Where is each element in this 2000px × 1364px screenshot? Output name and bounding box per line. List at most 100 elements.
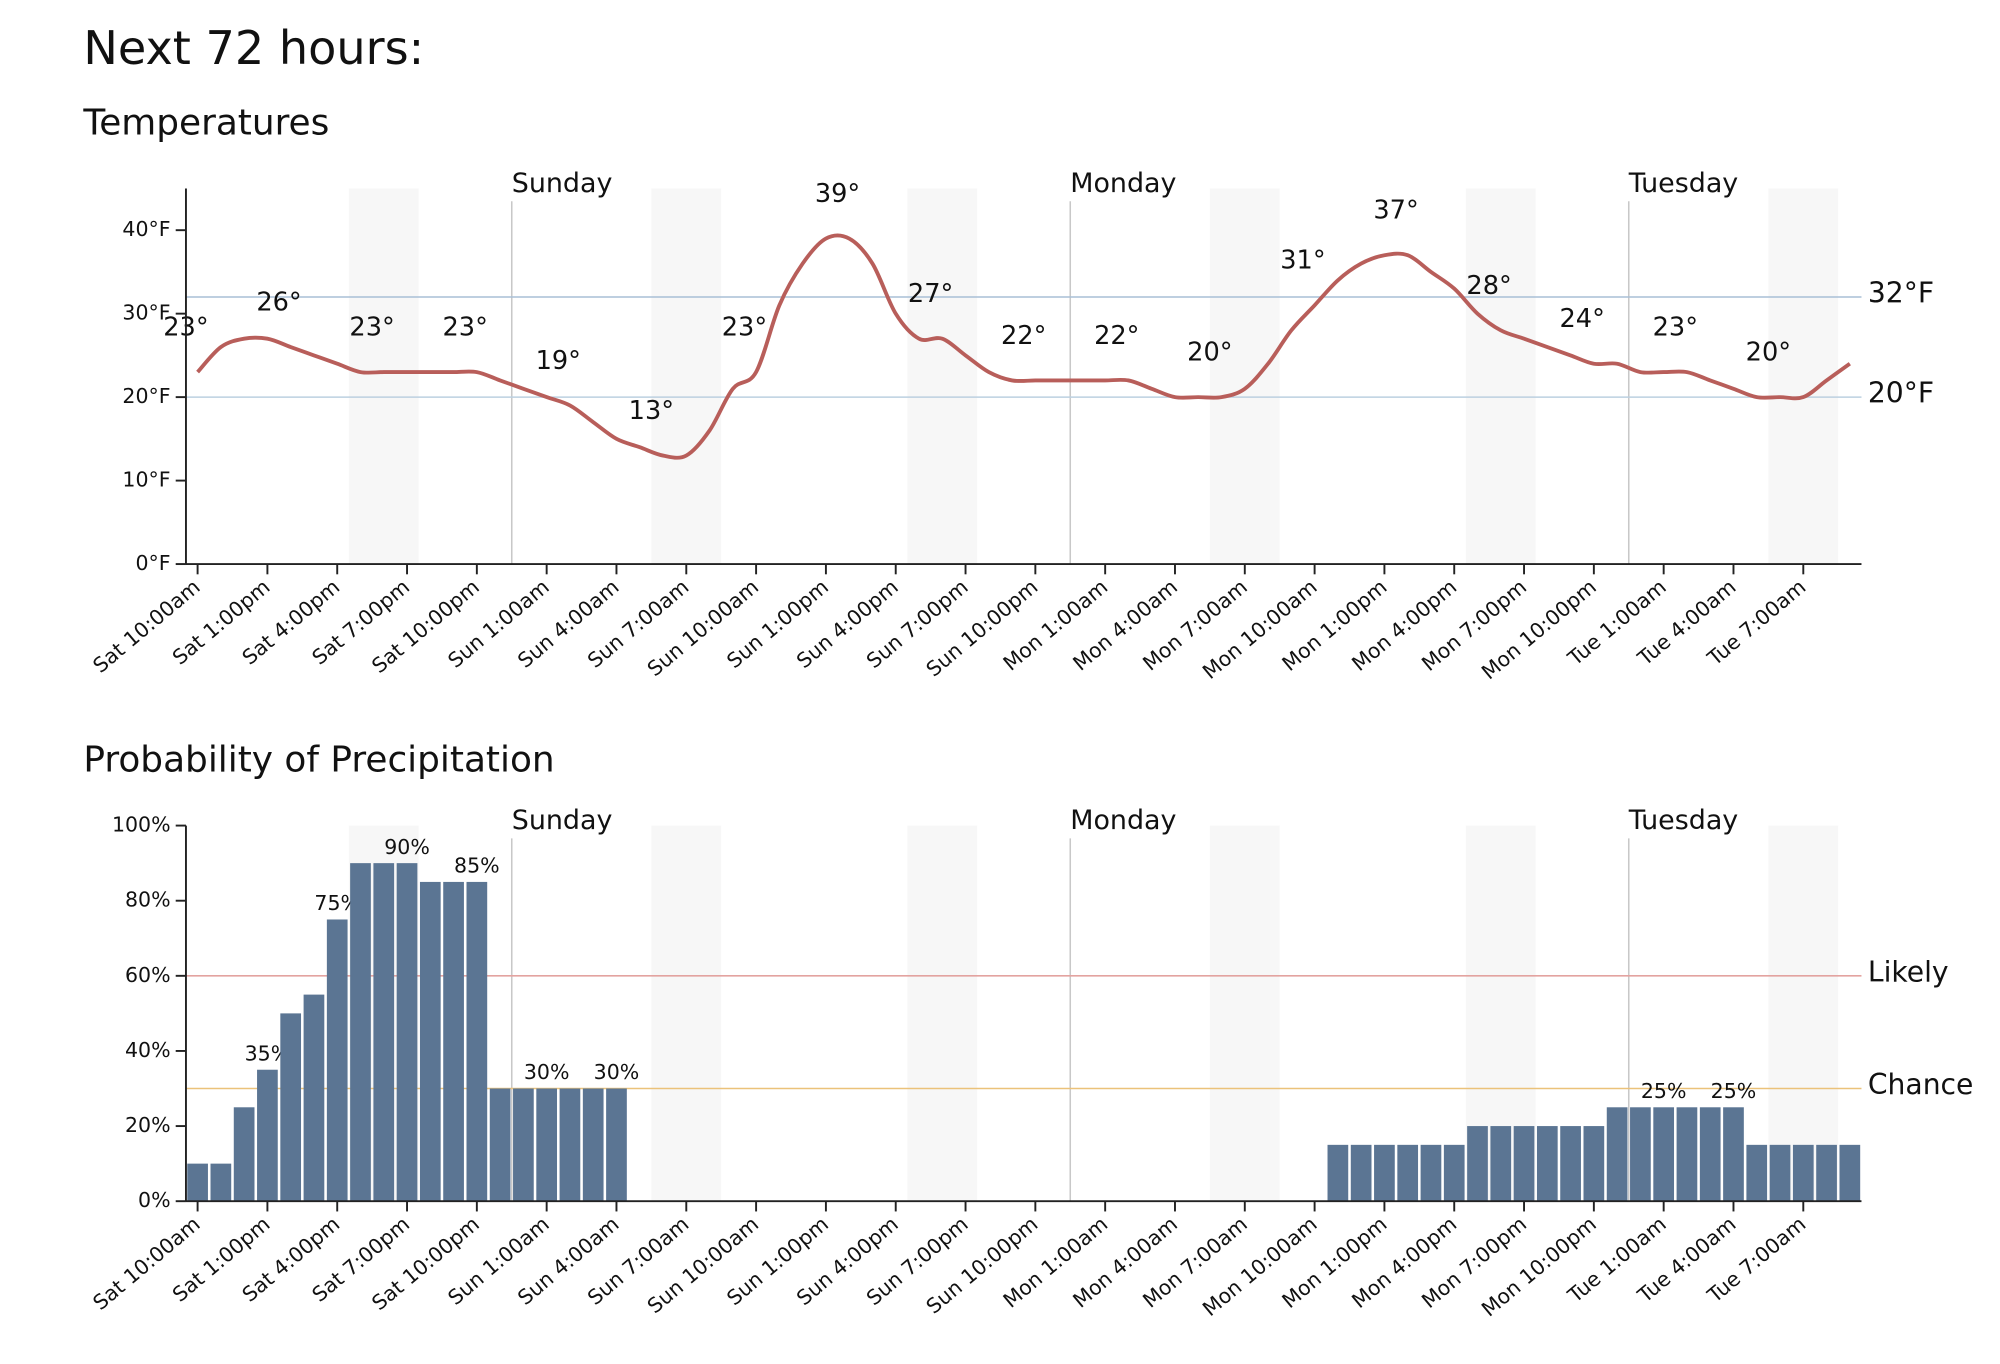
bar [1723, 1107, 1744, 1202]
shaded-band [1209, 825, 1280, 1202]
bar [1374, 1144, 1395, 1202]
data-label: 20° [1746, 338, 1791, 368]
bar [582, 1088, 604, 1202]
bar [489, 1088, 511, 1202]
shaded-band [651, 825, 722, 1202]
day-label: Monday [1070, 805, 1176, 836]
day-label: Sunday [512, 168, 613, 199]
bar [1816, 1144, 1837, 1202]
bar [1769, 1144, 1791, 1202]
page-heading: Next 72 hours: [83, 21, 424, 75]
y-tick-label: 20°F [122, 384, 170, 408]
shaded-band [348, 188, 419, 565]
bar [326, 919, 348, 1202]
y-tick-label: 10°F [122, 468, 170, 492]
chart-title: Probability of Precipitation [83, 739, 554, 780]
shaded-band [1465, 188, 1536, 565]
bar [513, 1088, 534, 1202]
bar [1746, 1144, 1768, 1202]
data-label: 13° [629, 396, 674, 426]
bar [1536, 1126, 1558, 1202]
bar [1606, 1107, 1628, 1202]
bar [1699, 1107, 1721, 1202]
day-label: Tuesday [1628, 168, 1739, 199]
data-label: 30% [594, 1060, 640, 1084]
bar [233, 1107, 255, 1202]
y-tick-label: 60% [125, 963, 171, 987]
shaded-band [1209, 188, 1280, 565]
bar [1350, 1144, 1372, 1202]
y-tick-label: 40°F [122, 217, 170, 241]
data-label: 85% [454, 854, 500, 878]
reference-label: Likely [1868, 955, 1949, 988]
y-tick-label: 30°F [122, 301, 170, 325]
bar [1327, 1144, 1349, 1202]
data-label: 25% [1641, 1079, 1687, 1103]
reference-label: 20°F [1868, 377, 1934, 410]
data-label: 26° [256, 287, 301, 317]
bar [1839, 1144, 1861, 1202]
bar [1653, 1107, 1675, 1202]
y-tick-label: 20% [125, 1113, 171, 1137]
bar [1420, 1144, 1442, 1202]
bar [1676, 1107, 1698, 1202]
bar [559, 1088, 581, 1202]
bar [373, 863, 395, 1202]
bar [1560, 1126, 1581, 1202]
bar [303, 994, 325, 1202]
bar [1630, 1107, 1651, 1202]
bar [350, 863, 371, 1202]
bar [1443, 1144, 1465, 1202]
data-label: 90% [384, 835, 430, 859]
data-label: 19° [536, 346, 581, 376]
data-label: 37° [1373, 196, 1418, 226]
bar [536, 1088, 558, 1202]
data-label: 30% [524, 1060, 570, 1084]
day-label: Sunday [512, 805, 613, 836]
bar [1583, 1126, 1605, 1202]
shaded-band [907, 825, 978, 1202]
bar [280, 1013, 302, 1202]
bar [1397, 1144, 1419, 1202]
day-label: Monday [1070, 168, 1176, 199]
chart-title: Temperatures [82, 102, 329, 143]
data-label: 23° [349, 312, 394, 342]
bar [210, 1163, 232, 1202]
reference-label: 32°F [1868, 276, 1934, 309]
data-label: 22° [1094, 321, 1139, 351]
data-label: 23° [1653, 312, 1698, 342]
data-label: 24° [1560, 304, 1605, 334]
bar [466, 881, 488, 1202]
data-label: 20° [1187, 338, 1232, 368]
data-label: 25% [1711, 1079, 1757, 1103]
y-tick-label: 40% [125, 1038, 171, 1062]
y-tick-label: 0% [138, 1188, 171, 1212]
data-label: 22° [1001, 321, 1046, 351]
bar [419, 881, 441, 1202]
data-label: 39° [815, 179, 860, 209]
shaded-band [1768, 188, 1839, 565]
data-label: 28° [1466, 271, 1511, 301]
bar [1513, 1126, 1535, 1202]
bar [1792, 1144, 1814, 1202]
bar [396, 863, 418, 1202]
data-label: 23° [443, 312, 488, 342]
day-label: Tuesday [1628, 805, 1739, 836]
data-label: 23° [722, 312, 767, 342]
shaded-band [1768, 825, 1839, 1202]
bar [443, 881, 464, 1202]
bar [606, 1088, 627, 1202]
y-tick-label: 80% [125, 888, 171, 912]
bar [187, 1163, 208, 1202]
bar [1490, 1126, 1512, 1202]
shaded-band [907, 188, 978, 565]
data-label: 27° [908, 279, 953, 309]
data-label: 31° [1280, 246, 1325, 276]
y-tick-label: 0°F [135, 551, 170, 575]
bar [257, 1069, 278, 1202]
temperature-line [196, 233, 1851, 460]
y-tick-label: 100% [112, 813, 171, 837]
bar [1467, 1126, 1488, 1202]
reference-label: Chance [1868, 1068, 1974, 1101]
shaded-band [651, 188, 722, 565]
